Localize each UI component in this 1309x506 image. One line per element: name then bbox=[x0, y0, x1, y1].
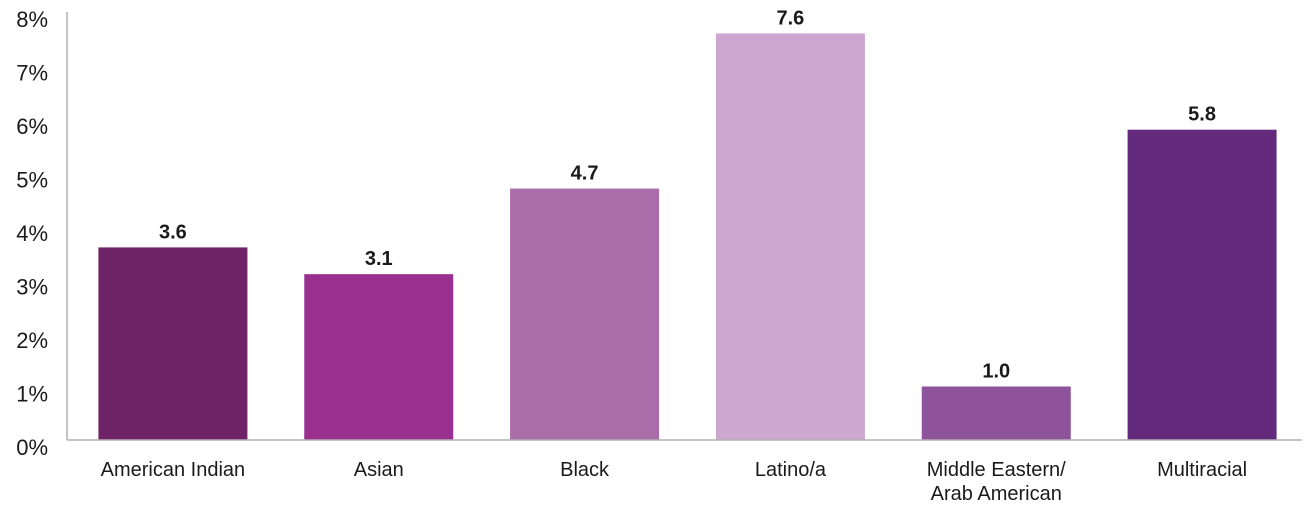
value-labels: 3.6 3.1 4.7 7.6 1.0 5.8 bbox=[159, 7, 1216, 382]
data-label: 1.0 bbox=[982, 361, 1010, 383]
y-tick-label: 2% bbox=[16, 328, 48, 353]
x-tick-label: Multiracial bbox=[1157, 459, 1247, 481]
y-tick-label: 0% bbox=[16, 435, 48, 460]
y-tick-label: 7% bbox=[16, 61, 48, 86]
x-axis: American Indian Asian Black Latino/a Middle … bbox=[67, 439, 1302, 505]
y-tick-label: 4% bbox=[16, 221, 48, 246]
data-label: 7.6 bbox=[777, 7, 805, 29]
y-tick-label: 8% bbox=[16, 7, 48, 32]
x-tick-label: Black bbox=[560, 459, 610, 481]
bars bbox=[98, 33, 1277, 441]
x-tick-label: American Indian bbox=[101, 459, 246, 481]
y-tick-label: 1% bbox=[16, 382, 48, 407]
x-tick-label: Middle Eastern/Arab American bbox=[927, 459, 1066, 505]
bar bbox=[304, 274, 454, 440]
y-tick-label: 3% bbox=[16, 275, 48, 300]
y-axis: 0% 1% 2% 3% 4% 5% 6% 7% 8% bbox=[16, 7, 68, 460]
data-label: 5.8 bbox=[1188, 104, 1216, 126]
x-tick-label: Latino/a bbox=[755, 459, 827, 481]
x-tick-label: Asian bbox=[354, 459, 404, 481]
bar bbox=[98, 247, 248, 440]
bar bbox=[715, 33, 865, 441]
bar bbox=[1127, 129, 1277, 440]
data-label: 3.6 bbox=[159, 221, 187, 243]
bar bbox=[510, 188, 660, 440]
bar bbox=[921, 386, 1071, 440]
y-tick-label: 5% bbox=[16, 168, 48, 193]
data-label: 3.1 bbox=[365, 248, 393, 270]
data-label: 4.7 bbox=[571, 163, 599, 185]
y-tick-label: 6% bbox=[16, 114, 48, 139]
